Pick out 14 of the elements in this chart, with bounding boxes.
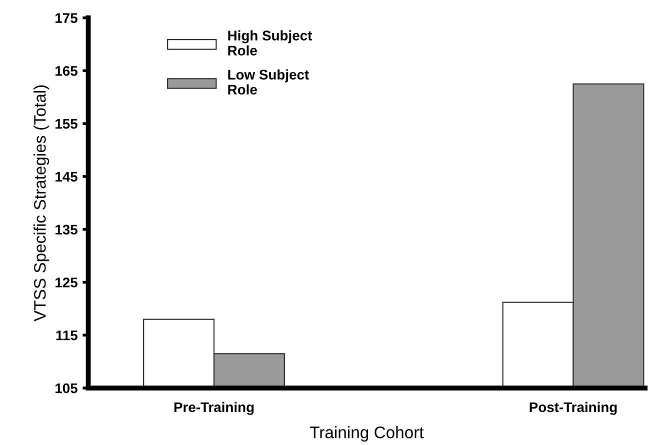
y-tick-label: 125 xyxy=(56,278,78,288)
y-tick-label: 115 xyxy=(56,330,78,340)
y-tick-label: 145 xyxy=(56,172,78,182)
y-tick-label: 175 xyxy=(56,13,78,23)
y-tick-label: 105 xyxy=(56,383,78,394)
x-tick-label: Pre-Training xyxy=(174,402,254,415)
y-axis-title: VTSS Specific Strategies (Total) xyxy=(34,85,50,322)
y-tick-label: 135 xyxy=(56,224,78,235)
legend-label: Low Subject Role xyxy=(228,69,309,95)
x-axis-title: Training Cohort xyxy=(310,426,424,442)
legend-label: High Subject Role xyxy=(228,30,312,56)
x-tick-label: Post-Training xyxy=(530,402,617,415)
y-tick-label: 165 xyxy=(56,66,78,76)
y-tick-label: 155 xyxy=(56,119,78,129)
